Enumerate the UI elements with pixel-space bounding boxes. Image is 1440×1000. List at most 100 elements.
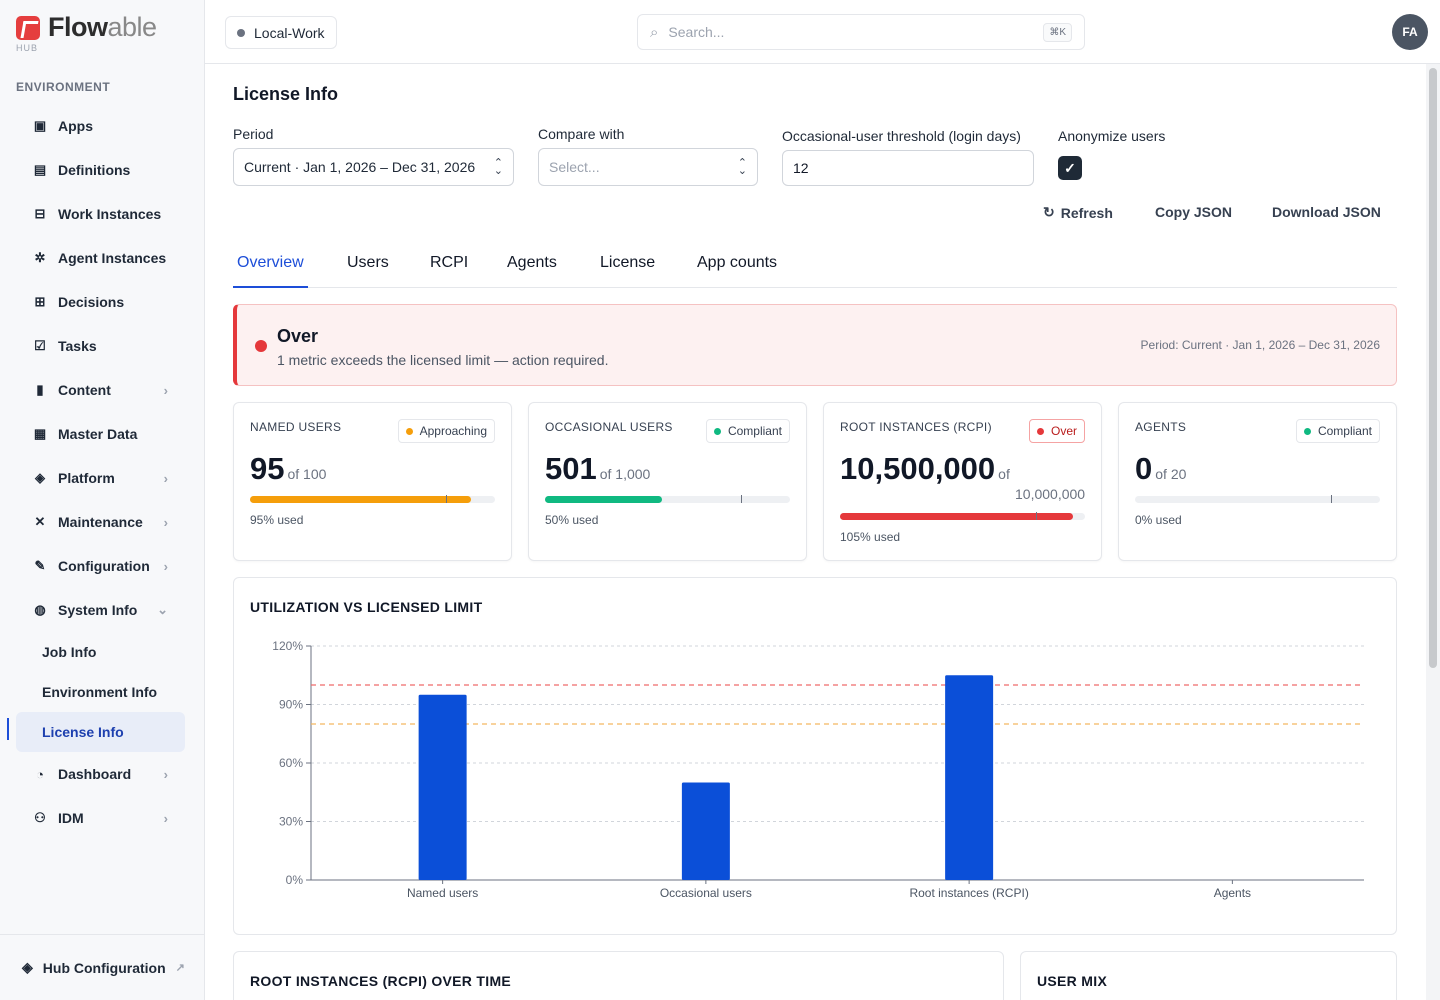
sidebar-item-platform[interactable]: ◈ Platform › bbox=[16, 456, 186, 500]
status-label: Approaching bbox=[419, 424, 487, 438]
status-alert: Over 1 metric exceeds the licensed limit… bbox=[233, 304, 1397, 386]
search-input[interactable]: ⌕ Search... ⌘K bbox=[637, 14, 1085, 50]
scrollbar-thumb[interactable] bbox=[1429, 68, 1437, 668]
tab-users[interactable]: Users bbox=[347, 254, 389, 271]
y-tick-label: 90% bbox=[279, 698, 303, 712]
refresh-button[interactable]: ↻ Refresh bbox=[1043, 204, 1113, 221]
pie-chart-icon: ◔ bbox=[36, 766, 44, 782]
sidebar-item-label: Decisions bbox=[58, 294, 125, 310]
metric-limit-value: 10,000,000 bbox=[1015, 486, 1086, 502]
metric-title: ROOT INSTANCES (RCPI) bbox=[840, 420, 992, 434]
sidebar-item-master-data[interactable]: ▦ Master Data bbox=[16, 412, 186, 456]
sidebar-nav: ▣ Apps ▤ Definitions ⊟ Work Instances ✲ Agent I… bbox=[7, 104, 186, 840]
environment-selector[interactable]: Local-Work bbox=[225, 16, 337, 49]
usage-percent: 105% used bbox=[840, 530, 901, 544]
y-tick-label: 30% bbox=[279, 815, 303, 829]
tab-rcpi[interactable]: RCPI bbox=[430, 254, 469, 271]
sidebar-item-tasks[interactable]: ☑ Tasks bbox=[16, 324, 186, 368]
sidebar-item-work-instances[interactable]: ⊟ Work Instances bbox=[16, 192, 186, 236]
sidebar-item-idm[interactable]: ⚇ IDM › bbox=[16, 796, 186, 840]
usage-bar bbox=[840, 512, 1085, 520]
threshold-marker bbox=[741, 495, 742, 503]
bar-named-users[interactable] bbox=[418, 694, 467, 880]
metric-value-row: 95 of 100 bbox=[250, 451, 326, 487]
clipboard-icon: ☑ bbox=[34, 338, 46, 353]
bar-root-instances-rcpi[interactable] bbox=[945, 675, 994, 880]
status-dot bbox=[405, 427, 413, 435]
sidebar-item-label: System Info bbox=[58, 602, 138, 618]
sidebar-subitem-environment-info[interactable]: Environment Info bbox=[42, 684, 158, 700]
apps-icon: ▣ bbox=[33, 118, 47, 133]
sidebar-subitem-job-info[interactable]: Job Info bbox=[42, 644, 97, 660]
anonymize-checkbox[interactable]: ✓ bbox=[1058, 156, 1082, 180]
sidebar-item-content[interactable]: ▮ Content › bbox=[16, 368, 186, 412]
metric-limit: of 20 bbox=[1155, 466, 1187, 482]
tab-bar: Overview Users RCPI Agents License App counts bbox=[233, 254, 1397, 288]
sidebar-item-dashboard[interactable]: ◔ Dashboard › bbox=[16, 752, 186, 796]
sidebar-item-configuration[interactable]: ✎ Configuration › bbox=[16, 544, 186, 588]
status-badge: Approaching bbox=[397, 419, 495, 443]
file-icon: ▮ bbox=[36, 382, 44, 397]
compare-select[interactable]: Select... ⌃ ⌄ bbox=[538, 148, 758, 186]
x-tick-label: Named users bbox=[407, 886, 478, 900]
alert-message: 1 metric exceeds the licensed limit — ac… bbox=[277, 352, 609, 368]
sidebar-item-label: Configuration bbox=[58, 558, 150, 574]
usage-bar bbox=[1135, 495, 1380, 503]
sidebar-item-system-info[interactable]: ◍ System Info ⌄ bbox=[16, 588, 186, 632]
alert-period: Period: Current · Jan 1, 2026 – Dec 31, … bbox=[1140, 338, 1380, 352]
rcpi-over-time-title: ROOT INSTANCES (RCPI) OVER TIME bbox=[250, 973, 512, 989]
inbox-icon: ⊟ bbox=[34, 206, 46, 221]
download-json-button[interactable]: Download JSON bbox=[1272, 204, 1381, 220]
sidebar-item-agent-instances[interactable]: ✲ Agent Instances bbox=[16, 236, 186, 280]
usage-percent: 0% used bbox=[1135, 513, 1182, 527]
sidebar-item-label: Tasks bbox=[58, 338, 97, 354]
sidebar-item-decisions[interactable]: ⊞ Decisions bbox=[16, 280, 186, 324]
sidebar-section-label: ENVIRONMENT bbox=[16, 80, 111, 94]
sidebar-item-label: Definitions bbox=[58, 162, 131, 178]
status-label: Compliant bbox=[727, 424, 782, 438]
search-shortcut: ⌘K bbox=[1043, 22, 1072, 42]
threshold-marker bbox=[1036, 512, 1037, 520]
tab-overview[interactable]: Overview bbox=[233, 254, 308, 288]
threshold-input[interactable]: 12 bbox=[782, 150, 1034, 186]
sidebar-item-apps[interactable]: ▣ Apps bbox=[16, 104, 186, 148]
period-select[interactable]: Current · Jan 1, 2026 – Dec 31, 2026 ⌃ ⌄ bbox=[233, 148, 514, 186]
x-tick-label: Agents bbox=[1214, 886, 1251, 900]
sidebar-subitem-license-info[interactable]: License Info bbox=[7, 712, 185, 752]
cube-icon: ◈ bbox=[22, 959, 33, 975]
tab-license[interactable]: License bbox=[600, 254, 656, 271]
alert-status-dot bbox=[255, 340, 267, 352]
x-tick-label: Root instances (RCPI) bbox=[909, 886, 1028, 900]
search-placeholder: Search... bbox=[668, 24, 725, 40]
tab-app-counts[interactable]: App counts bbox=[697, 254, 778, 271]
threshold-marker bbox=[1331, 495, 1332, 503]
flowable-logo-icon bbox=[16, 15, 40, 40]
sidebar-item-definitions[interactable]: ▤ Definitions bbox=[16, 148, 186, 192]
metric-value-row: 0 of 20 bbox=[1135, 451, 1186, 487]
user-mix-card: USER MIX bbox=[1020, 951, 1397, 1000]
tab-agents[interactable]: Agents bbox=[507, 254, 557, 271]
database-icon: ▦ bbox=[33, 426, 47, 441]
table-icon: ⊞ bbox=[34, 294, 46, 309]
copy-json-button[interactable]: Copy JSON bbox=[1155, 204, 1233, 220]
environment-status-dot bbox=[237, 28, 245, 37]
usage-percent: 50% used bbox=[545, 513, 599, 527]
metric-card-named-users: NAMED USERS Approaching 95 of 100 95% used bbox=[233, 402, 512, 561]
metric-card-occasional-users: OCCASIONAL USERS Compliant 501 of 1,000 50% … bbox=[528, 402, 807, 561]
scrollbar[interactable] bbox=[1426, 64, 1440, 1000]
sidebar-item-label: Agent Instances bbox=[58, 250, 167, 266]
hub-configuration-link[interactable]: ◈ Hub Configuration ↗ bbox=[0, 934, 205, 1000]
user-avatar[interactable]: FA bbox=[1392, 14, 1428, 50]
anonymize-label: Anonymize users bbox=[1058, 128, 1166, 144]
bar-occasional-users[interactable] bbox=[681, 782, 730, 881]
sidebar-item-label: Master Data bbox=[58, 426, 138, 442]
y-tick-label: 60% bbox=[279, 756, 303, 770]
usage-bar-fill bbox=[250, 496, 472, 503]
sidebar-item-maintenance[interactable]: ✕ Maintenance › bbox=[16, 500, 186, 544]
search-icon: ⌕ bbox=[650, 23, 659, 41]
flowable-logo[interactable]: Flowable bbox=[16, 12, 157, 43]
status-dot bbox=[1036, 427, 1044, 435]
logo-name-bold: Flow bbox=[48, 12, 108, 42]
chart-title: UTILIZATION VS LICENSED LIMIT bbox=[250, 599, 483, 615]
sidebar-item-label: Dashboard bbox=[58, 766, 132, 782]
